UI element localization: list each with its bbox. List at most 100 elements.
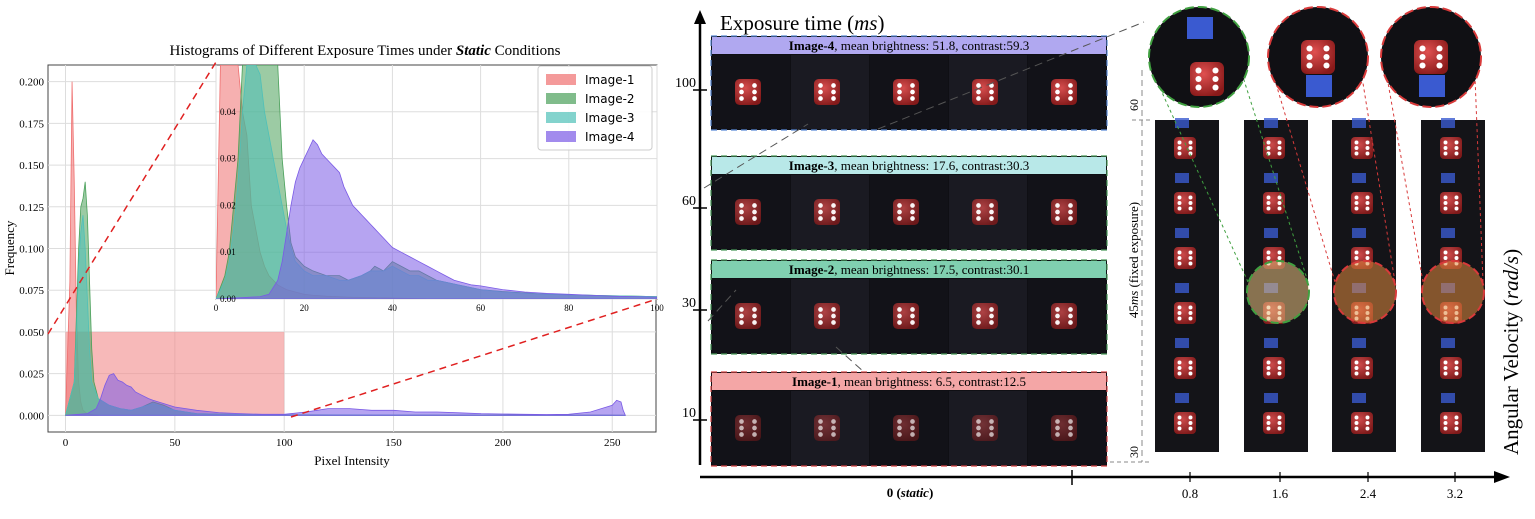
dice-icon — [1174, 357, 1196, 379]
inset-y-tick: 0.03 — [220, 154, 236, 164]
exposure-tick-label: 10 — [682, 406, 696, 421]
y-tick-label: 0.175 — [19, 118, 44, 130]
dice-icon — [814, 79, 840, 105]
row2-connector — [707, 289, 737, 322]
dice-icon — [1440, 412, 1462, 434]
legend-label: Image-2 — [585, 92, 635, 106]
legend-label: Image-3 — [585, 111, 635, 125]
blue-die — [1175, 118, 1189, 128]
x-axis-label: Pixel Intensity — [314, 453, 390, 468]
y-axis-label: Frequency — [2, 220, 17, 275]
row3-connector — [703, 123, 809, 189]
blue-die — [1264, 228, 1278, 238]
zoom-link — [1474, 76, 1484, 283]
dice-icon — [735, 199, 761, 225]
row-caption-bg — [712, 261, 1106, 278]
blue-die — [1441, 338, 1455, 348]
dice-icon — [1263, 357, 1285, 379]
velocity-axis-arrow — [1494, 471, 1510, 483]
blue-die — [1187, 17, 1213, 39]
dice-icon — [972, 199, 998, 225]
row-caption: Image-3, mean brightness: 17.6, contrast… — [789, 158, 1029, 173]
dice-icon — [893, 303, 919, 329]
inset-y-tick-labels: 0.00 0.01 0.02 0.03 0.04 — [220, 107, 236, 304]
blue-die — [1441, 228, 1455, 238]
inset-y-tick: 0.02 — [220, 200, 236, 210]
row-caption-bg — [712, 373, 1106, 390]
dice-icon — [1351, 192, 1373, 214]
blue-die — [1441, 118, 1455, 128]
inset-x-tick: 0 — [214, 303, 219, 313]
velocity-tick-labels: 0.8 1.6 2.4 3.2 — [1182, 472, 1463, 501]
y-tick-labels: 0.000 0.025 0.050 0.075 0.100 0.125 0.150 0.175… — [19, 77, 44, 423]
zoom-link — [1361, 76, 1396, 283]
row-caption: Image-1, mean brightness: 6.5, contrast:… — [792, 374, 1026, 389]
row4-connector — [877, 21, 1145, 130]
blue-die — [1264, 338, 1278, 348]
velocity-strip-0.8 — [1155, 118, 1219, 452]
x-tick-label: 200 — [495, 437, 512, 449]
inset-y-tick: 0.04 — [220, 107, 236, 117]
row-caption-bg — [712, 157, 1106, 174]
histogram-title: Histograms of Different Exposure Times u… — [170, 43, 561, 59]
y-tick-label: 0.075 — [19, 285, 44, 297]
velocity-tick-label: 2.4 — [1360, 486, 1377, 501]
blue-die — [1352, 338, 1366, 348]
y-tick-label: 0.150 — [19, 160, 44, 172]
zoom-link — [1386, 76, 1424, 283]
dice-icon — [735, 303, 761, 329]
exposure-axis-arrow — [694, 10, 706, 24]
inset-series-image-4 — [216, 139, 657, 299]
blue-die — [1175, 173, 1189, 183]
exposure-tick-label: 100 — [675, 76, 696, 91]
dice-icon — [735, 415, 761, 441]
dice-icon — [893, 199, 919, 225]
blue-die — [1175, 283, 1189, 293]
exposure-tick-label: 60 — [682, 194, 696, 209]
inset-y-tick: 0.01 — [220, 247, 236, 257]
dice-icon — [1440, 357, 1462, 379]
y-tick-label: 0.025 — [19, 369, 44, 381]
title-suffix: Conditions — [491, 43, 561, 59]
exposure-diagram: Exposure time (ms) 100 60 30 10 Image-4, me… — [675, 10, 1145, 467]
dice-icon — [1051, 79, 1077, 105]
dice-icon — [1263, 192, 1285, 214]
velocity-tick-label: 0.8 — [1182, 486, 1198, 501]
dice-icon — [1174, 192, 1196, 214]
dice-icon — [1051, 199, 1077, 225]
title-emphasis: Static — [456, 43, 491, 59]
dice-icon — [814, 199, 840, 225]
dice-icon — [1440, 137, 1462, 159]
zoom-connector-top — [47, 61, 217, 335]
dice-icon — [1051, 415, 1077, 441]
fixed-range-top: 60 — [1127, 99, 1141, 111]
legend-label: Image-1 — [585, 73, 635, 87]
dice-icon — [1190, 62, 1224, 96]
dice-icon — [1174, 302, 1196, 324]
velocity-axis-label: Angular Velocity (rad/s) — [1499, 249, 1523, 455]
exposure-row-image-3: Image-3, mean brightness: 17.6, contrast… — [710, 155, 1108, 251]
series-image-4 — [65, 373, 626, 416]
row-caption-bg — [712, 37, 1106, 54]
legend-box — [537, 65, 653, 151]
y-tick-label: 0.200 — [19, 77, 44, 89]
legend-swatch — [546, 74, 576, 85]
x-tick-label: 0 — [63, 437, 69, 449]
velocity-tick-label: 3.2 — [1447, 486, 1463, 501]
blue-die — [1441, 173, 1455, 183]
x-tick-label: 100 — [276, 437, 293, 449]
blue-die — [1175, 338, 1189, 348]
zoom-link — [1154, 76, 1249, 283]
exposure-tick-labels: 100 60 30 10 — [675, 76, 707, 421]
x-tick-labels: 0 50 100 150 200 250 — [63, 437, 621, 449]
zoom-circles — [1148, 6, 1485, 324]
y-tick-label: 0.100 — [19, 244, 44, 256]
dice-icon — [893, 79, 919, 105]
legend-label: Image-4 — [585, 130, 635, 144]
blue-die — [1175, 393, 1189, 403]
dice-icon — [972, 303, 998, 329]
exposure-row-image-1: Image-1, mean brightness: 6.5, contrast:… — [710, 371, 1108, 467]
exposure-row-image-4: Image-4, mean brightness: 51.8, contrast… — [710, 35, 1108, 131]
